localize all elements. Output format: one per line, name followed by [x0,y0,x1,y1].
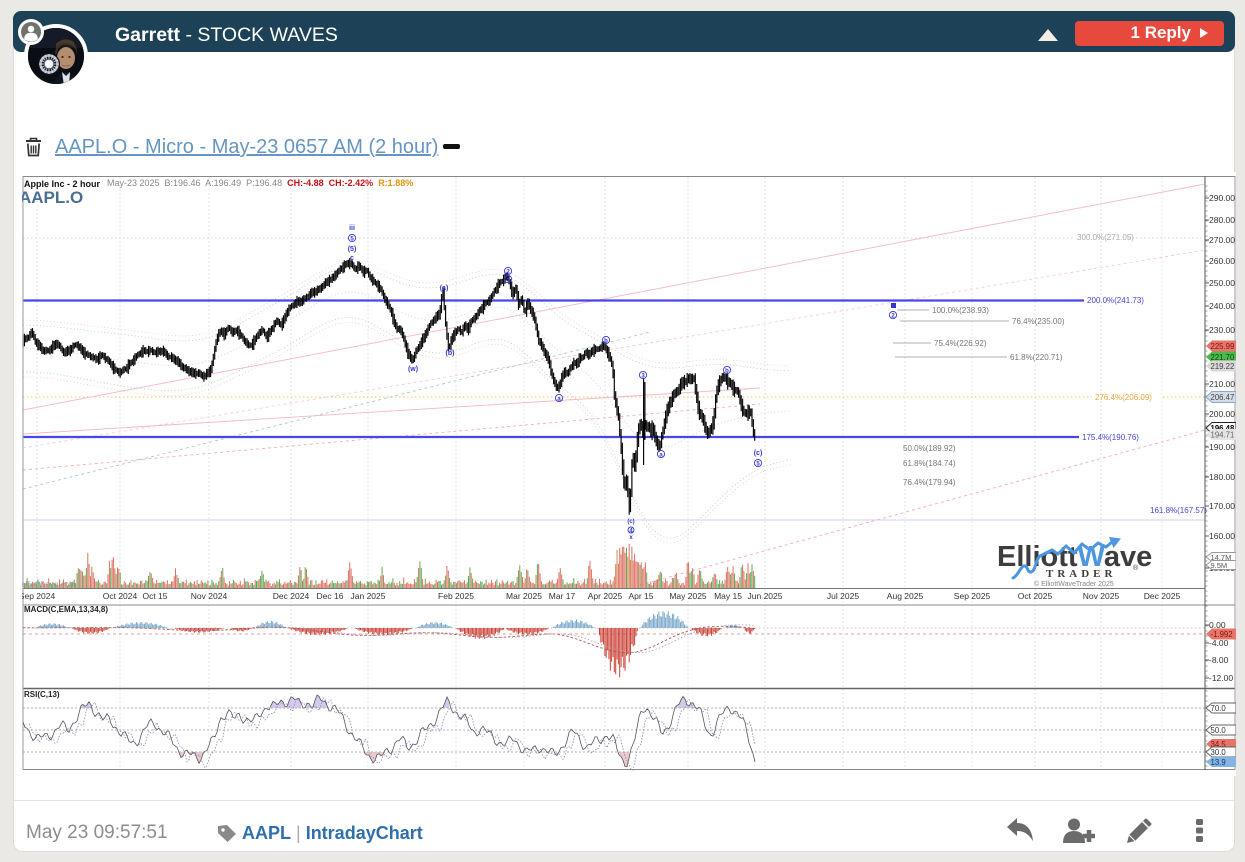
svg-text:May 15: May 15 [714,591,742,601]
svg-text:5: 5 [756,461,760,467]
svg-text:Jul 2025: Jul 2025 [827,591,859,601]
svg-text:May-23 2025 B:196.46 A:196.4: May-23 2025 B:196.46 A:196.49 P:196.48 C… [107,178,413,188]
svg-text:(a): (a) [440,285,449,292]
svg-text:190.00: 190.00 [1209,442,1235,452]
svg-text:250.00: 250.00 [1209,278,1235,288]
svg-text:a: a [659,452,663,458]
svg-text:219.22: 219.22 [1211,362,1235,371]
svg-text:a: a [557,396,561,402]
svg-text:2: 2 [506,269,510,275]
svg-text:34.5: 34.5 [1211,740,1227,749]
svg-text:Nov 2025: Nov 2025 [1083,591,1120,601]
svg-text:© ElliottWaveTrader 2025: © ElliottWaveTrader 2025 [1034,580,1114,588]
svg-text:76.4%(179.94): 76.4%(179.94) [903,478,956,487]
svg-text:225.99: 225.99 [1211,342,1235,351]
svg-text:70.0: 70.0 [1211,704,1227,713]
svg-text:300.0%(271.05): 300.0%(271.05) [1077,233,1134,242]
svg-text:210.00: 210.00 [1209,379,1235,389]
svg-text:-12.00: -12.00 [1209,673,1233,683]
svg-text:AAPL.O: AAPL.O [22,188,83,207]
svg-text:276.4%(206.09): 276.4%(206.09) [1095,393,1152,402]
svg-text:Sep 2025: Sep 2025 [954,591,991,601]
svg-text:180.00: 180.00 [1209,472,1235,482]
svg-text:175.4%(190.76): 175.4%(190.76) [1082,433,1139,442]
svg-text:240.00: 240.00 [1209,301,1235,311]
svg-text:Apr 2025: Apr 2025 [588,591,623,601]
svg-text:Dec 2024: Dec 2024 [273,591,310,601]
svg-text:elliottwave.com: elliottwave.com [22,580,76,589]
svg-text:Dec 16: Dec 16 [317,591,344,601]
svg-text:c: c [350,255,354,262]
svg-text:TRADER: TRADER [1046,568,1116,580]
svg-text:196.48: 196.48 [1211,424,1236,433]
svg-text:76.4%(235.00): 76.4%(235.00) [1012,317,1065,326]
svg-text:Aug 2025: Aug 2025 [887,591,924,601]
svg-text:290.00: 290.00 [1209,193,1235,203]
svg-text:5: 5 [350,236,354,242]
svg-text:161.8%(167.57): 161.8%(167.57) [1150,506,1207,515]
svg-text:200.0%(241.73): 200.0%(241.73) [1087,296,1144,305]
svg-text:160.00: 160.00 [1209,531,1235,541]
svg-text:x: x [629,535,633,541]
svg-text:260.00: 260.00 [1209,256,1235,266]
svg-text:Mar 17: Mar 17 [549,591,576,601]
svg-text:Nov 2024: Nov 2024 [191,591,228,601]
svg-text:Feb 2025: Feb 2025 [438,591,474,601]
svg-text:50.0%(189.92): 50.0%(189.92) [903,444,956,453]
svg-text:170.00: 170.00 [1209,501,1235,511]
svg-text:Sep 2024: Sep 2024 [22,591,55,601]
svg-text:50.0: 50.0 [1211,726,1227,735]
svg-text:9.5M: 9.5M [1211,561,1228,570]
svg-text:(c): (c) [627,519,634,525]
svg-text:61.8%(220.71): 61.8%(220.71) [1010,353,1063,362]
svg-text:-1.992: -1.992 [1211,630,1233,639]
svg-text:b: b [604,338,608,344]
svg-text:Jan 2025: Jan 2025 [351,591,386,601]
svg-text:100.0%(238.93): 100.0%(238.93) [932,306,989,315]
svg-text:61.8%(184.74): 61.8%(184.74) [903,459,956,468]
svg-text:3: 3 [641,373,645,379]
svg-text:Oct 15: Oct 15 [142,591,167,601]
svg-text:194.71: 194.71 [1211,431,1235,440]
svg-text:(b): (b) [446,350,455,357]
svg-text:(5): (5) [348,246,357,253]
svg-text:Jun 2025: Jun 2025 [748,591,783,601]
svg-text:230.00: 230.00 [1209,325,1235,335]
svg-text:b: b [725,368,729,374]
svg-text:2: 2 [891,313,895,319]
svg-text:Oct 2025: Oct 2025 [1018,591,1053,601]
svg-text:MACD(C,EMA,13,34,8): MACD(C,EMA,13,34,8) [24,605,108,614]
svg-text:Mar 2025: Mar 2025 [506,591,542,601]
svg-text:(c): (c) [754,450,763,457]
svg-text:0.00: 0.00 [1209,620,1226,630]
svg-text:-4.00: -4.00 [1209,638,1229,648]
svg-text:4: 4 [629,528,633,534]
svg-text:280.00: 280.00 [1209,215,1235,225]
svg-text:14.7M: 14.7M [1211,553,1232,562]
svg-text:(w): (w) [408,366,418,373]
svg-text:Oct 2024: Oct 2024 [103,591,138,601]
svg-text:270.00: 270.00 [1209,235,1235,245]
svg-text:200.00: 200.00 [1209,409,1235,419]
svg-text:206.47: 206.47 [1211,393,1235,402]
svg-text:May 2025: May 2025 [669,591,707,601]
svg-text:-8.00: -8.00 [1209,655,1229,665]
svg-text:30.0: 30.0 [1211,748,1227,757]
svg-text:75.4%(226.92): 75.4%(226.92) [934,339,987,348]
svg-text:221.70: 221.70 [1211,353,1236,362]
svg-text:Apr 15: Apr 15 [628,591,653,601]
svg-text:®: ® [1133,564,1139,572]
svg-text:c: c [506,277,510,283]
svg-text:iii: iii [349,225,355,232]
svg-text:RSI(C,13): RSI(C,13) [24,690,60,699]
svg-text:Dec 2025: Dec 2025 [1144,591,1181,601]
svg-text:13.9: 13.9 [1211,758,1226,767]
svg-text:Apple Inc - 2 hour: Apple Inc - 2 hour [24,179,101,189]
